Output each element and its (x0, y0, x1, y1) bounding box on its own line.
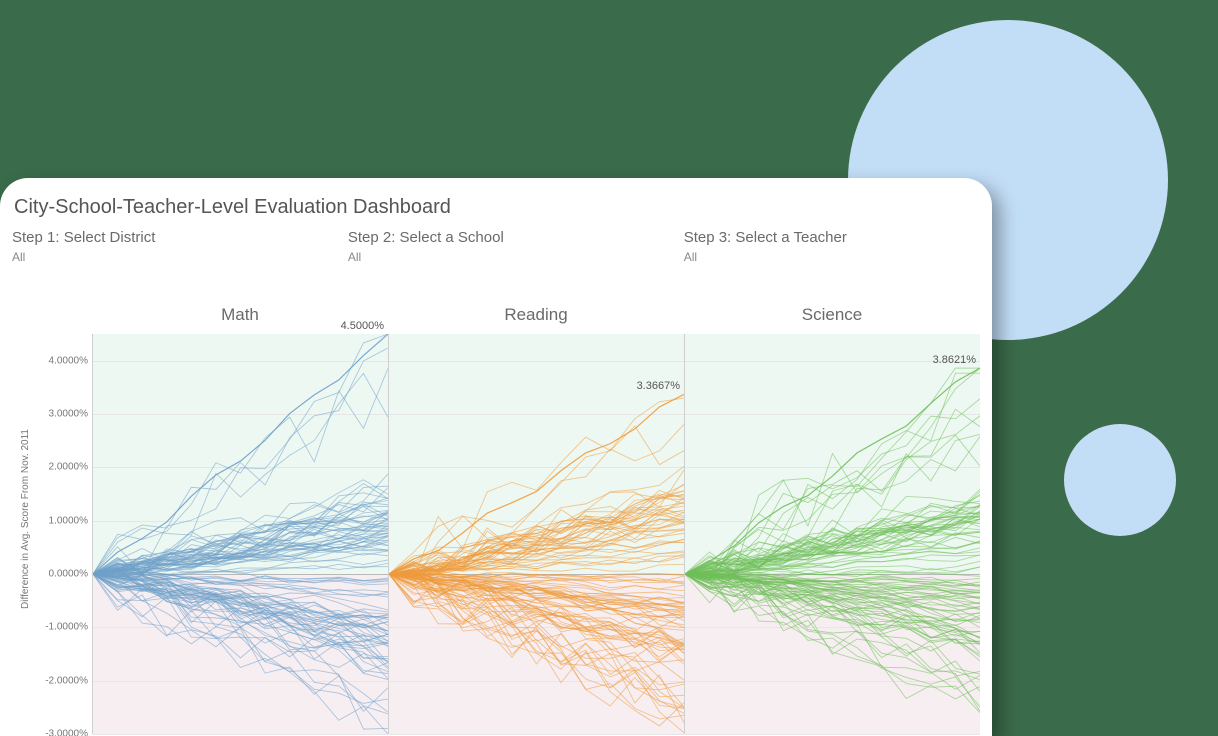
y-axis-title: Difference in Avg. Score From Nov. 2011 (20, 429, 31, 609)
filter-teacher[interactable]: Step 3: Select a Teacher All (684, 229, 980, 264)
y-tick-label: 4.0000% (34, 355, 88, 366)
page-title: City-School-Teacher-Level Evaluation Das… (14, 196, 980, 219)
y-tick-label: -2.0000% (34, 675, 88, 686)
chart-panel-math[interactable]: Math4.5000% (92, 304, 388, 734)
filter-value: All (348, 250, 684, 264)
panel-title: Reading (388, 304, 684, 334)
filter-district[interactable]: Step 1: Select District All (12, 229, 348, 264)
decorative-circle (1064, 424, 1176, 536)
panel-title: Science (684, 304, 980, 334)
peak-label: 3.3667% (637, 380, 680, 392)
y-axis-ticks: 4.0000% 3.0000% 2.0000% 1.0000% 0.0000% -1.00… (36, 334, 90, 734)
plot-area: 3.8621% (684, 334, 980, 734)
charts-row: Difference in Avg. Score From Nov. 2011 … (32, 304, 980, 734)
filter-value: All (684, 250, 980, 264)
dashboard-card: City-School-Teacher-Level Evaluation Das… (0, 178, 992, 736)
y-tick-label: 2.0000% (34, 462, 88, 473)
y-tick-label: 1.0000% (34, 515, 88, 526)
y-tick-label: -1.0000% (34, 622, 88, 633)
y-tick-label: 3.0000% (34, 409, 88, 420)
chart-panel-science[interactable]: Science 3.8621% (684, 304, 980, 734)
filter-school[interactable]: Step 2: Select a School All (348, 229, 684, 264)
y-tick-label: -3.0000% (34, 729, 88, 736)
filter-value: All (12, 250, 348, 264)
filter-bar: Step 1: Select District All Step 2: Sele… (12, 229, 980, 264)
peak-label: 3.8621% (933, 354, 976, 366)
filter-label: Step 2: Select a School (348, 229, 684, 246)
chart-panels: Math4.5000%Reading 3.3667% Science 3.8621% (92, 304, 980, 734)
peak-label: 4.5000% (341, 320, 384, 332)
plot-area: 3.3667% (388, 334, 684, 734)
plot-area: 4.5000% (92, 334, 388, 734)
y-tick-label: 0.0000% (34, 569, 88, 580)
chart-panel-reading[interactable]: Reading 3.3667% (388, 304, 684, 734)
filter-label: Step 1: Select District (12, 229, 348, 246)
filter-label: Step 3: Select a Teacher (684, 229, 980, 246)
